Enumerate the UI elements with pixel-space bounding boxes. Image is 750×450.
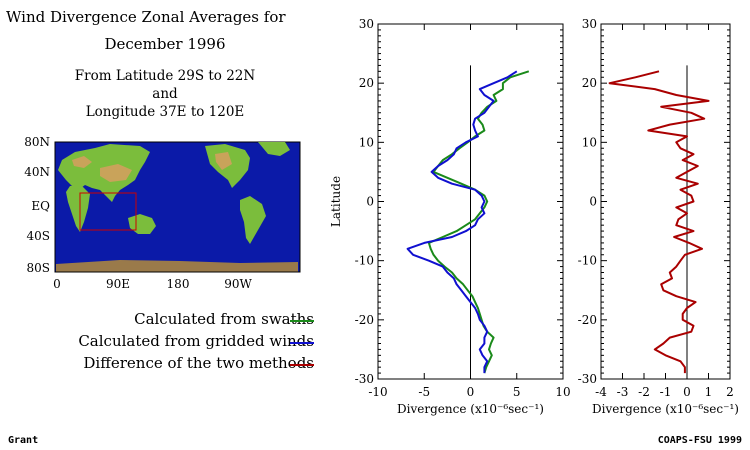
- x-axis-label: Divergence (x10⁻⁶sec⁻¹): [592, 402, 739, 416]
- x-tick-label: 0: [683, 385, 691, 399]
- x-tick-label: -4: [595, 385, 607, 399]
- x-tick-label: -1: [660, 385, 672, 399]
- y-tick-label: 20: [359, 76, 374, 90]
- lat-label: 80N: [24, 135, 50, 149]
- x-tick-label: 1: [705, 385, 713, 399]
- lon-label: 0: [53, 277, 61, 291]
- y-tick-label: -10: [578, 254, 597, 268]
- lat-label: 40S: [27, 229, 51, 243]
- legend-item-difference: Difference of the two methods: [83, 354, 314, 372]
- y-tick-label: -10: [355, 254, 374, 268]
- x-tick-label: -2: [638, 385, 650, 399]
- chart-title-line2: December 1996: [104, 35, 226, 53]
- map-highlands: [72, 152, 232, 182]
- y-tick-label: -20: [355, 313, 374, 327]
- y-tick-label: 0: [366, 195, 374, 209]
- legend-label: Difference of the two methods: [83, 354, 314, 372]
- series-line: [406, 70, 518, 374]
- legend-swatch-gridded: [290, 342, 314, 344]
- y-tick-label: 10: [582, 135, 597, 149]
- y-tick-label: -20: [578, 313, 597, 327]
- y-tick-label: 10: [359, 135, 374, 149]
- study-region-box: [79, 192, 137, 231]
- chart-title-line1: Wind Divergence Zonal Averages for: [6, 8, 286, 26]
- lon-label: 90W: [224, 277, 252, 291]
- footer-credit: COAPS-FSU 1999: [657, 435, 742, 446]
- legend-label: Calculated from swaths: [134, 310, 314, 328]
- lon-label: 180: [167, 277, 190, 291]
- legend-item-gridded: Calculated from gridded winds: [78, 332, 314, 350]
- x-axis-label: Divergence (x10⁻⁶sec⁻¹): [397, 402, 544, 416]
- lat-label: 40N: [24, 165, 50, 179]
- lat-label: 80S: [27, 261, 51, 275]
- legend-item-swaths: Calculated from swaths: [134, 310, 314, 328]
- y-axis-label: Latitude: [329, 176, 343, 227]
- region-map: 80N 40N EQ 40S 80S 0 90E 180 90W: [24, 135, 301, 291]
- series-line: [608, 70, 710, 374]
- y-tick-label: 0: [589, 195, 597, 209]
- x-tick-label: -5: [418, 385, 430, 399]
- y-tick-label: 20: [582, 76, 597, 90]
- legend-swatch-swaths: [290, 320, 314, 322]
- x-tick-label: 10: [555, 385, 570, 399]
- lon-label: 90E: [106, 277, 130, 291]
- y-tick-label: 30: [359, 17, 374, 31]
- y-tick-label: -30: [578, 372, 597, 386]
- map-lat-labels: 80N 40N EQ 40S 80S: [24, 135, 50, 275]
- region-line2: and: [152, 86, 178, 102]
- y-tick-label: 30: [582, 17, 597, 31]
- footer-author: Grant: [8, 435, 39, 446]
- x-tick-label: -10: [368, 385, 387, 399]
- x-tick-label: 5: [513, 385, 521, 399]
- legend-swatch-difference: [290, 364, 314, 366]
- plot-frame: [600, 23, 731, 380]
- y-tick-label: -30: [355, 372, 374, 386]
- map-lon-labels: 0 90E 180 90W: [53, 277, 252, 291]
- region-line1: From Latitude 29S to 22N: [74, 68, 256, 84]
- x-tick-label: 2: [726, 385, 734, 399]
- legend-label: Calculated from gridded winds: [78, 332, 314, 350]
- region-line3: Longitude 37E to 120E: [85, 104, 245, 120]
- x-tick-label: 0: [467, 385, 475, 399]
- lat-label: EQ: [31, 199, 50, 213]
- x-tick-label: -3: [617, 385, 629, 399]
